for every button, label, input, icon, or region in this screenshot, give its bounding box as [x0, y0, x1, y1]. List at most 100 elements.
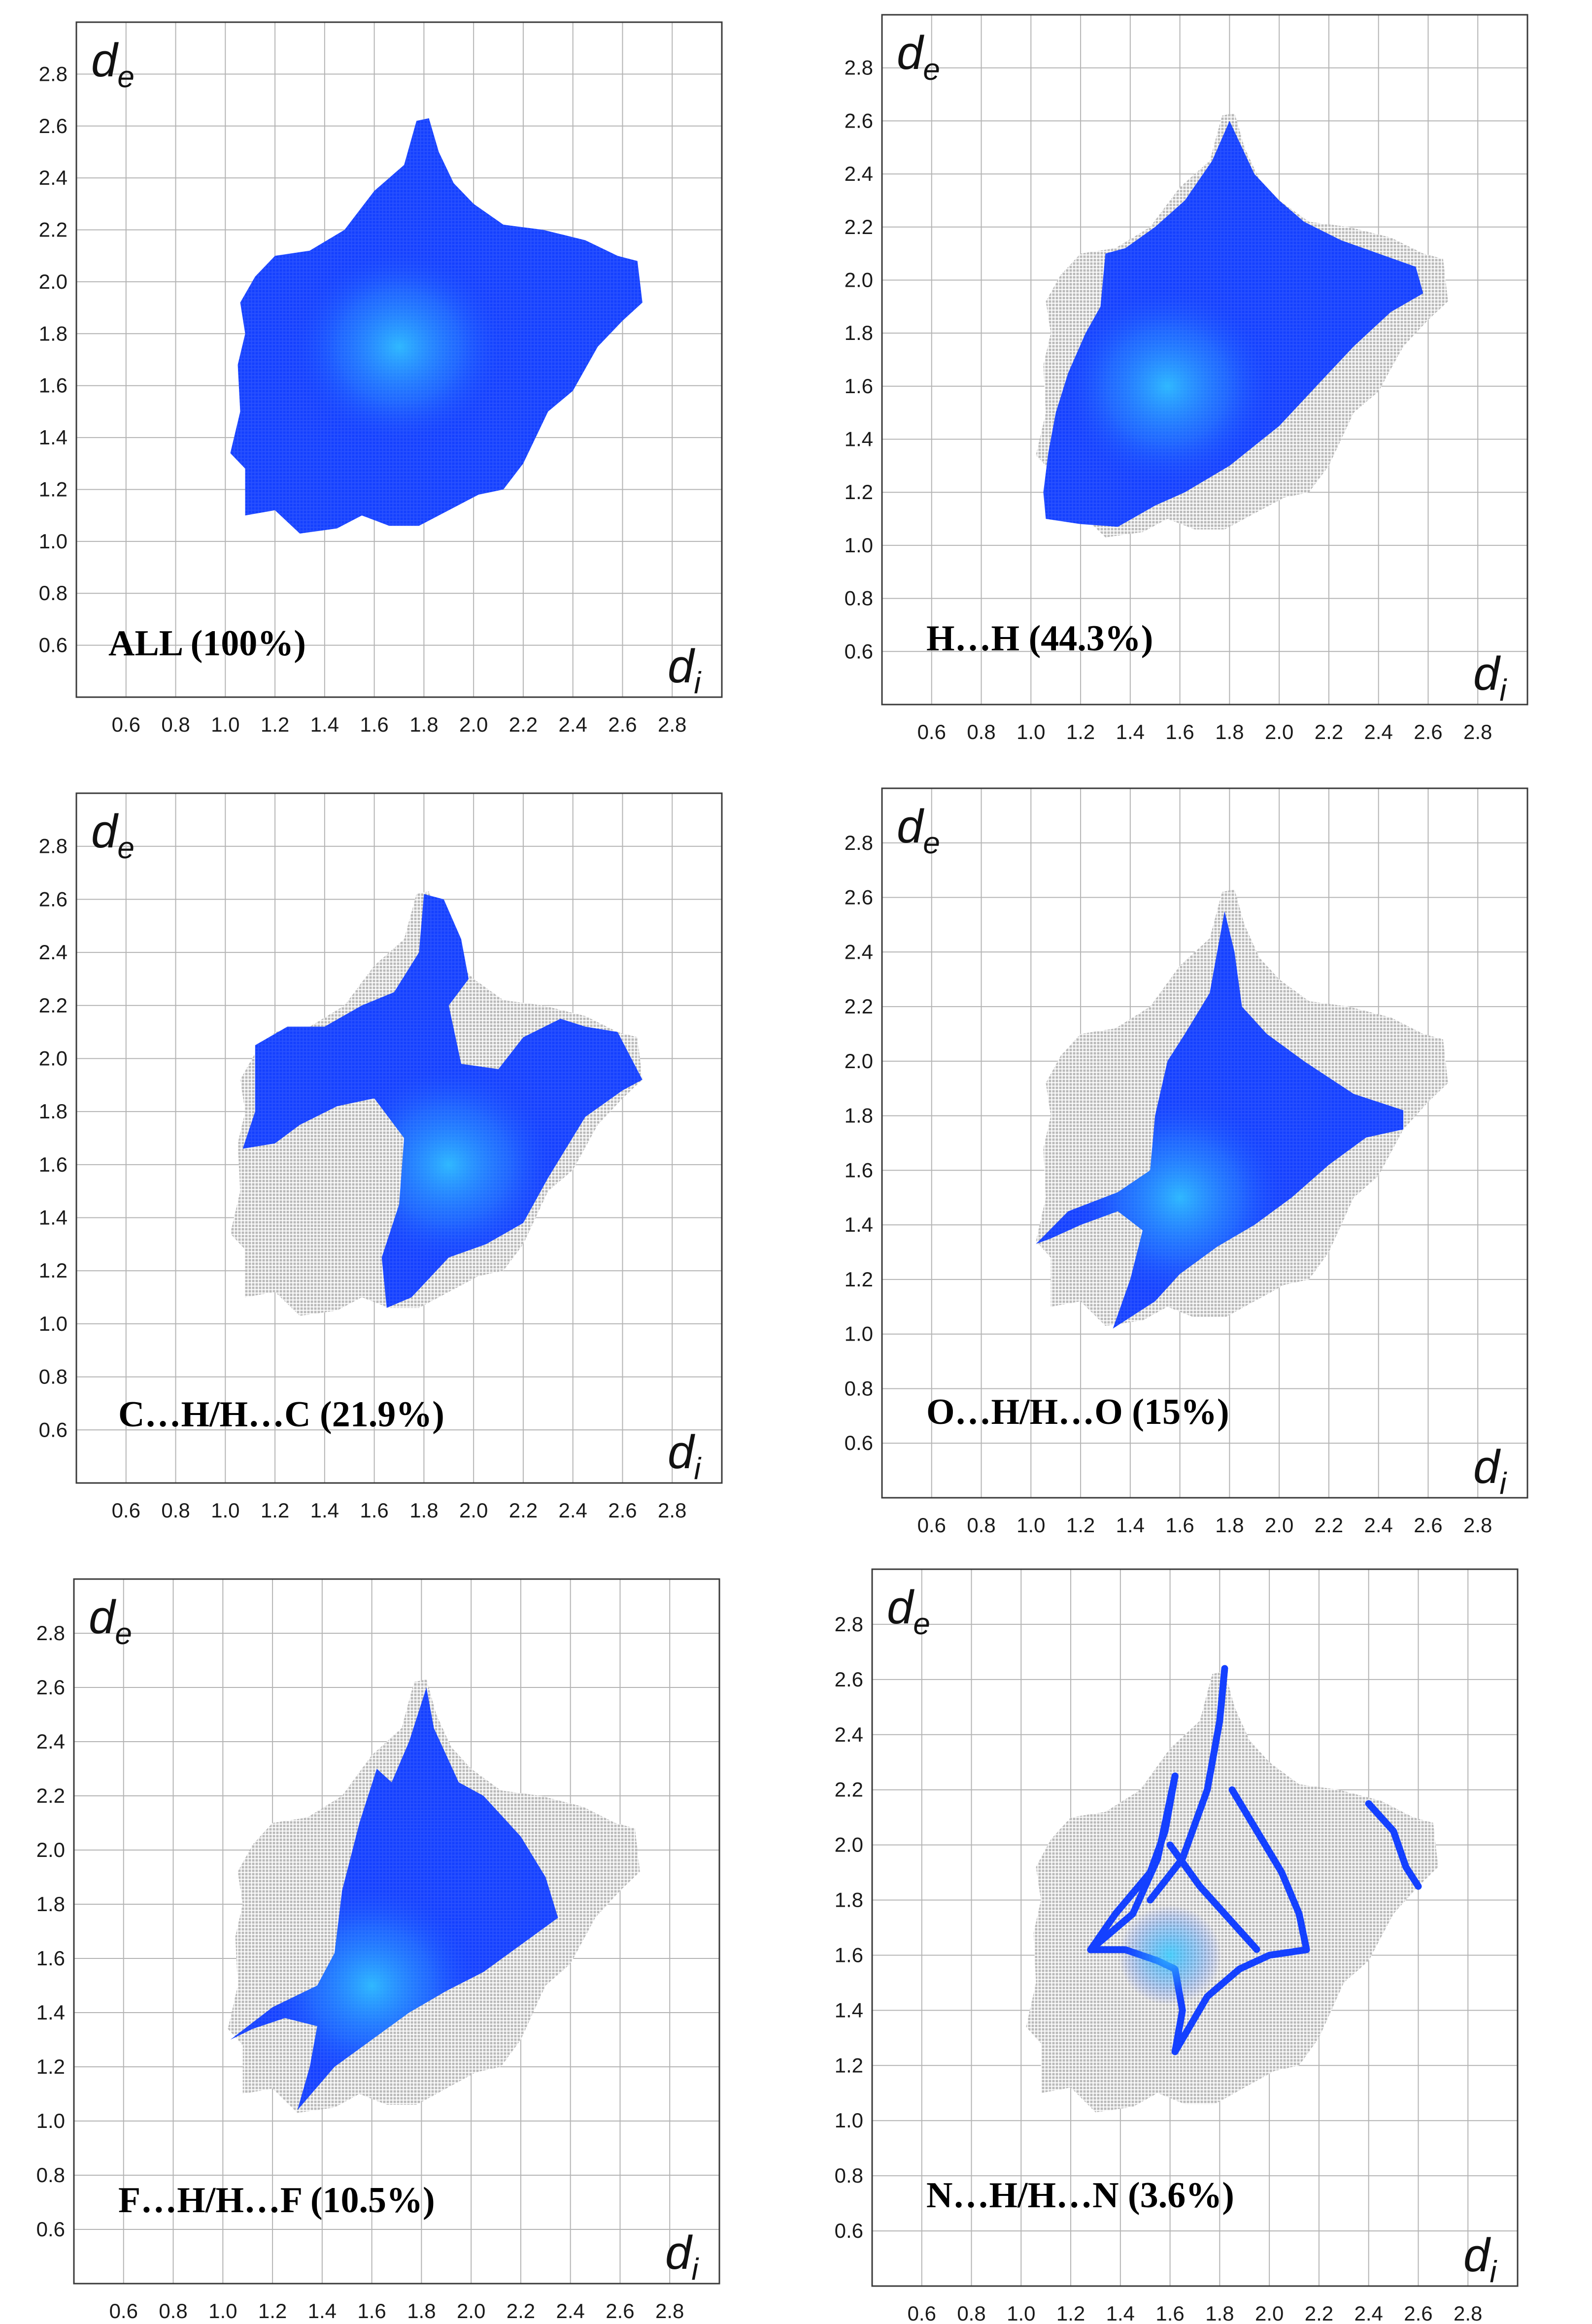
x-tick-label: 1.4 — [308, 2299, 337, 2323]
x-tick-label: 2.0 — [1265, 720, 1293, 743]
y-tick-label: 1.2 — [39, 1259, 68, 1282]
x-axis-subscript: i — [1490, 2255, 1497, 2289]
density-highlight — [289, 245, 509, 448]
x-tick-label: 1.2 — [258, 2299, 287, 2323]
x-tick-label: 2.8 — [1463, 1514, 1492, 1537]
y-tick-label: 1.0 — [845, 1322, 873, 1346]
highlight-stroke — [1171, 1946, 1310, 2055]
x-tick-label: 2.6 — [608, 713, 637, 736]
x-tick-label: 0.8 — [161, 713, 190, 736]
y-tick-label: 1.4 — [36, 2001, 65, 2024]
y-tick-label: 0.6 — [36, 2218, 65, 2241]
y-tick-label: 2.6 — [39, 887, 68, 910]
y-tick-label: 2.4 — [835, 1723, 863, 1746]
y-axis-subscript: e — [117, 60, 134, 94]
x-tick-label: 1.6 — [360, 713, 388, 736]
panel-contact-label: O…H/H…O (15%) — [926, 1392, 1229, 1432]
x-tick-label: 1.8 — [1205, 2302, 1234, 2324]
y-tick-label: 2.0 — [39, 270, 68, 293]
y-tick-label: 0.8 — [39, 1365, 68, 1388]
y-tick-label: 1.4 — [845, 428, 873, 451]
x-tick-label: 2.4 — [1354, 2302, 1383, 2324]
x-tick-label: 1.8 — [407, 2299, 436, 2323]
x-tick-label: 1.2 — [1056, 2302, 1085, 2324]
y-tick-label: 1.6 — [835, 1943, 863, 1966]
y-tick-label: 2.2 — [39, 218, 68, 241]
y-tick-label: 1.6 — [39, 374, 68, 397]
x-tick-label: 1.6 — [360, 1499, 388, 1522]
x-tick-label: 2.8 — [1454, 2302, 1482, 2324]
y-tick-label: 1.2 — [835, 2054, 863, 2077]
y-tick-label: 2.6 — [845, 109, 873, 132]
x-tick-label: 1.4 — [1116, 720, 1145, 743]
x-tick-label: 2.6 — [1404, 2302, 1432, 2324]
x-axis-subscript: i — [694, 1452, 702, 1486]
y-tick-label: 0.6 — [845, 1431, 873, 1454]
y-tick-label: 0.6 — [845, 640, 873, 663]
y-tick-label: 0.8 — [39, 581, 68, 605]
x-tick-label: 2.8 — [1463, 720, 1492, 743]
y-tick-label: 2.6 — [845, 886, 873, 909]
y-tick-label: 0.6 — [39, 634, 68, 657]
y-tick-label: 2.4 — [36, 1730, 65, 1753]
y-tick-label: 2.2 — [39, 994, 68, 1017]
plot-frame — [75, 21, 723, 698]
x-tick-label: 0.8 — [967, 720, 995, 743]
x-tick-label: 2.2 — [1315, 1514, 1343, 1537]
x-tick-label: 1.0 — [211, 713, 239, 736]
y-tick-label: 2.6 — [36, 1676, 65, 1699]
density-highlight — [1118, 1905, 1222, 2006]
footprint-background-points — [1026, 1671, 1438, 2113]
x-tick-label: 1.4 — [1116, 1514, 1145, 1537]
y-tick-label: 1.0 — [36, 2109, 65, 2132]
fingerprint-panel: 0.6 0.8 1.0 1.2 1.4 1.6 1.8 2.0 2.2 2.4 2.6 2.8 0.6 0… — [39, 21, 723, 736]
y-tick-label: 2.0 — [845, 1049, 873, 1073]
x-tick-label: 1.6 — [357, 2299, 386, 2323]
x-tick-label: 1.8 — [1215, 1514, 1244, 1537]
y-tick-label: 1.6 — [36, 1947, 65, 1970]
y-tick-label: 2.8 — [835, 1613, 863, 1636]
x-tick-label: 2.2 — [507, 2299, 535, 2323]
panel-contact-label: N…H/H…N (3.6%) — [926, 2175, 1234, 2216]
x-axis-subscript: i — [1499, 1467, 1507, 1501]
x-tick-label: 0.6 — [917, 1514, 946, 1537]
y-tick-label: 2.0 — [845, 268, 873, 291]
x-tick-label: 1.6 — [1155, 2302, 1184, 2324]
x-tick-label: 2.4 — [558, 1499, 587, 1522]
x-tick-label: 1.2 — [1066, 720, 1095, 743]
y-tick-label: 1.8 — [845, 1104, 873, 1127]
y-axis-subscript: e — [923, 826, 940, 860]
y-tick-label: 2.4 — [39, 941, 68, 964]
x-tick-label: 2.6 — [1414, 720, 1442, 743]
y-tick-label: 1.4 — [845, 1213, 873, 1236]
y-axis-subscript: e — [115, 1617, 132, 1651]
y-tick-label: 0.8 — [36, 2163, 65, 2187]
highlight-stroke — [1087, 1772, 1179, 1954]
y-tick-label: 1.2 — [36, 2055, 65, 2078]
x-tick-label: 2.0 — [1255, 2302, 1284, 2324]
x-tick-label: 2.2 — [509, 1499, 538, 1522]
x-tick-label: 1.8 — [409, 1499, 438, 1522]
y-tick-label: 2.6 — [39, 114, 68, 137]
y-tick-label: 1.6 — [845, 374, 873, 398]
x-tick-label: 1.2 — [261, 713, 289, 736]
highlight-stroke — [1228, 1786, 1310, 1954]
panel-contact-label: H…H (44.3%) — [926, 618, 1153, 659]
y-tick-label: 2.8 — [36, 1621, 65, 1645]
y-tick-label: 1.2 — [39, 477, 68, 501]
y-tick-label: 1.0 — [39, 1312, 68, 1335]
y-tick-label: 2.0 — [36, 1838, 65, 1861]
y-tick-label: 1.6 — [845, 1158, 873, 1181]
x-tick-label: 2.2 — [1315, 720, 1343, 743]
x-tick-label: 0.6 — [917, 720, 946, 743]
highlight-stroke — [1166, 1841, 1260, 1954]
x-tick-label: 2.0 — [1265, 1514, 1293, 1537]
y-tick-label: 2.8 — [845, 831, 873, 854]
y-tick-label: 1.4 — [39, 426, 68, 449]
x-tick-label: 1.2 — [1066, 1514, 1095, 1537]
x-tick-label: 2.6 — [606, 2299, 634, 2323]
x-tick-label: 1.6 — [1165, 1514, 1194, 1537]
x-tick-label: 0.8 — [159, 2299, 187, 2323]
y-tick-label: 1.2 — [845, 480, 873, 504]
